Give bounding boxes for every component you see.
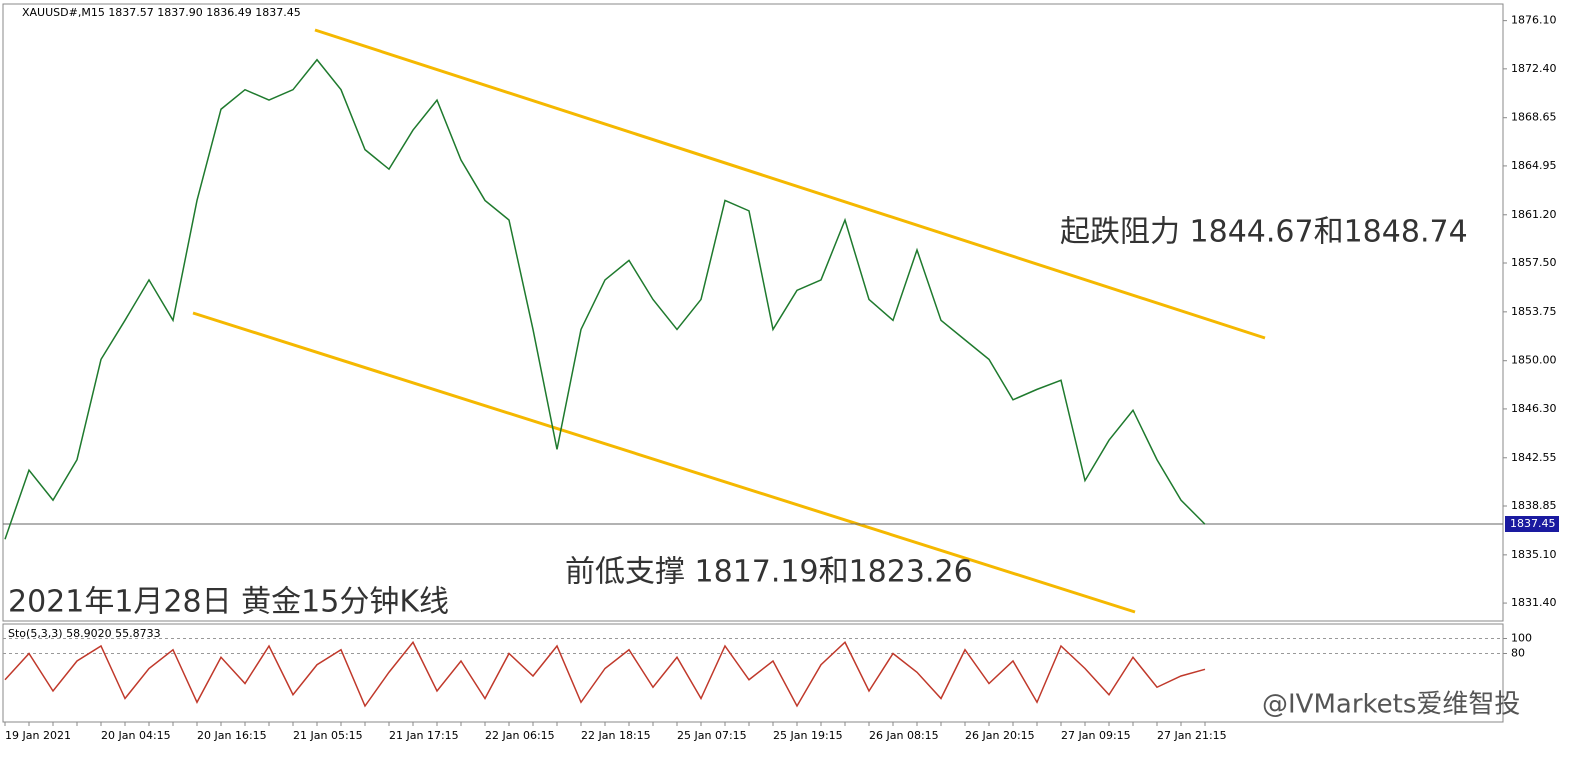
x-tick-label: 27 Jan 21:15 <box>1157 729 1227 742</box>
y-tick-label: 1831.40 <box>1511 596 1557 609</box>
resistance-note: 起跌阻力 1844.67和1848.74 <box>1060 215 1468 250</box>
y-tick-label: 100 <box>1511 632 1532 645</box>
sub-panel <box>2 623 1504 723</box>
symbol-header: XAUUSD#,M15 1837.57 1837.90 1836.49 1837… <box>22 6 301 19</box>
y-tick-label: 1857.50 <box>1511 256 1557 269</box>
watermark: @IVMarkets爱维智投 <box>1262 690 1520 720</box>
main-panel <box>2 3 1504 622</box>
support-note: 前低支撑 1817.19和1823.26 <box>565 555 973 590</box>
x-tick-label: 27 Jan 09:15 <box>1061 729 1131 742</box>
price-line <box>4 58 1206 540</box>
indicator-header: Sto(5,3,3) 58.9020 55.8733 <box>8 627 161 640</box>
y-tick-label: 1835.10 <box>1511 548 1557 561</box>
price-tag <box>1505 516 1559 532</box>
x-tick-label: 22 Jan 06:15 <box>485 729 555 742</box>
x-tick-label: 25 Jan 07:15 <box>677 729 747 742</box>
support-line <box>192 311 1136 614</box>
y-tick-label: 1868.65 <box>1511 111 1557 124</box>
x-tick-label: 26 Jan 08:15 <box>869 729 939 742</box>
y-tick-label: 1846.30 <box>1511 402 1557 415</box>
resistance-line <box>314 28 1266 340</box>
y-tick-label: 80 <box>1511 647 1525 660</box>
y-tick-label: 1842.55 <box>1511 451 1557 464</box>
y-tick-label: 1864.95 <box>1511 159 1557 172</box>
x-tick-label: 26 Jan 20:15 <box>965 729 1035 742</box>
y-tick-label: 1853.75 <box>1511 305 1557 318</box>
price-line <box>4 640 1206 708</box>
chart-caption: 2021年1月28日 黄金15分钟K线 <box>8 585 449 620</box>
x-tick-label: 21 Jan 05:15 <box>293 729 363 742</box>
x-tick-label: 20 Jan 04:15 <box>101 729 171 742</box>
y-tick-label: 1838.85 <box>1511 499 1557 512</box>
y-tick-label: 1872.40 <box>1511 62 1557 75</box>
x-tick-label: 19 Jan 2021 <box>5 729 71 742</box>
y-tick-label: 1876.10 <box>1511 14 1557 27</box>
x-tick-label: 21 Jan 17:15 <box>389 729 459 742</box>
y-tick-label: 1850.00 <box>1511 354 1557 367</box>
x-tick-label: 20 Jan 16:15 <box>197 729 267 742</box>
x-tick-label: 22 Jan 18:15 <box>581 729 651 742</box>
x-tick-label: 25 Jan 19:15 <box>773 729 843 742</box>
y-tick-label: 1861.20 <box>1511 208 1557 221</box>
price-tag-label: 1837.45 <box>1510 517 1556 530</box>
